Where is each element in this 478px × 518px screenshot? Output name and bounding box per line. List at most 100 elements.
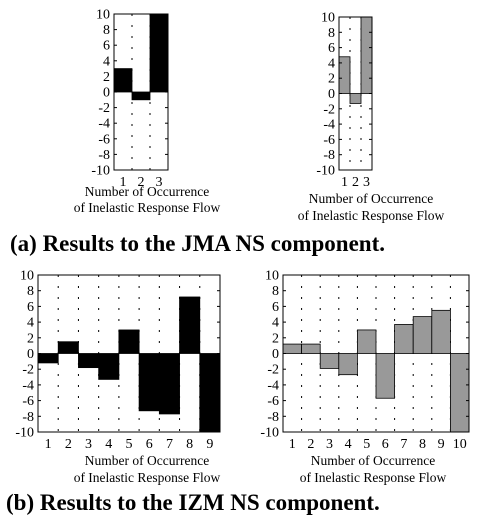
bar xyxy=(131,91,151,101)
y-tick-label: -8 xyxy=(323,148,335,163)
y-tick-label: 4 xyxy=(27,316,34,331)
x-tick-label: 7 xyxy=(400,437,407,452)
y-tick-label: 10 xyxy=(265,269,279,284)
x-tick-label: 2 xyxy=(65,437,72,452)
y-tick-label: 2 xyxy=(328,72,335,87)
y-tick-label: 0 xyxy=(27,347,34,362)
y-tick-label: 8 xyxy=(328,26,335,41)
y-tick-label: -10 xyxy=(260,426,279,441)
x-tick-label: 2 xyxy=(307,437,314,452)
bar xyxy=(356,329,377,354)
y-tick-label: -6 xyxy=(98,132,110,147)
caption-b: (b) Results to the IZM NS component. xyxy=(6,490,380,515)
y-tick-label: -10 xyxy=(91,164,110,179)
x-tick-label: 8 xyxy=(186,437,193,452)
bar xyxy=(57,341,79,354)
y-tick-label: -2 xyxy=(98,101,110,116)
bar xyxy=(394,324,414,354)
x-tick-label: 6 xyxy=(146,437,153,452)
bar xyxy=(319,353,340,369)
y-tick-label: -4 xyxy=(267,378,279,393)
y-tick-label: -8 xyxy=(267,410,279,425)
bar xyxy=(449,353,470,433)
y-tick-label: -2 xyxy=(267,363,279,378)
y-tick-label: -4 xyxy=(323,118,335,133)
bar xyxy=(360,16,373,94)
y-tick-label: -4 xyxy=(98,117,110,132)
x-tick-label: 4 xyxy=(345,437,352,452)
x-axis-label: of Inelastic Response Flow xyxy=(74,200,221,215)
y-tick-label: 0 xyxy=(272,347,279,362)
x-axis-label: Number of Occurrence xyxy=(85,453,209,468)
bar xyxy=(412,316,433,354)
x-tick-label: 6 xyxy=(382,437,389,452)
bar xyxy=(113,68,133,93)
y-tick-label: 6 xyxy=(27,300,34,315)
x-tick-label: 1 xyxy=(45,437,52,452)
x-tick-label: 8 xyxy=(419,437,426,452)
y-tick-label: 10 xyxy=(20,269,34,284)
y-tick-label: 4 xyxy=(328,56,335,71)
bar xyxy=(78,353,100,369)
x-axis-label: of Inelastic Response Flow xyxy=(298,208,445,223)
x-tick-label: 5 xyxy=(363,437,370,452)
y-tick-label: 0 xyxy=(328,87,335,102)
bar xyxy=(282,343,303,354)
x-axis-label: of Inelastic Response Flow xyxy=(300,470,447,485)
bar xyxy=(338,353,358,376)
x-tick-label: 9 xyxy=(438,437,445,452)
bar xyxy=(179,296,201,354)
y-tick-label: 0 xyxy=(103,86,110,101)
y-tick-label: 8 xyxy=(103,23,110,38)
x-tick-label: 2 xyxy=(138,175,145,190)
x-axis-label: Number of Occurrence xyxy=(85,184,209,199)
y-tick-label: 6 xyxy=(328,41,335,56)
x-axis-label: of Inelastic Response Flow xyxy=(74,470,221,485)
y-tick-label: -10 xyxy=(316,164,335,179)
x-tick-label: 2 xyxy=(352,175,359,190)
y-tick-label: 10 xyxy=(96,8,110,23)
x-tick-label: 3 xyxy=(363,175,370,190)
y-tick-label: 8 xyxy=(27,284,34,299)
y-tick-label: -2 xyxy=(22,363,34,378)
bar xyxy=(149,13,169,93)
bar xyxy=(138,353,160,412)
bar xyxy=(118,329,140,354)
x-tick-label: 9 xyxy=(206,437,213,452)
bar xyxy=(98,353,120,380)
y-tick-label: 4 xyxy=(103,54,110,69)
y-tick-label: 10 xyxy=(321,11,335,26)
y-tick-label: -6 xyxy=(267,394,279,409)
x-tick-label: 7 xyxy=(166,437,173,452)
y-tick-label: -8 xyxy=(98,148,110,163)
x-tick-label: 1 xyxy=(120,175,127,190)
y-tick-label: -2 xyxy=(323,102,335,117)
x-tick-label: 5 xyxy=(126,437,133,452)
x-axis-label: Number of Occurrence xyxy=(309,191,433,206)
y-tick-label: 4 xyxy=(272,316,279,331)
y-tick-label: 6 xyxy=(272,300,279,315)
y-tick-label: -4 xyxy=(22,378,34,393)
y-tick-label: -6 xyxy=(323,133,335,148)
x-tick-label: 1 xyxy=(289,437,296,452)
y-tick-label: -10 xyxy=(15,426,34,441)
bar xyxy=(349,93,362,104)
caption-a: (a) Results to the JMA NS component. xyxy=(10,231,386,256)
bar xyxy=(301,343,321,354)
y-tick-label: -6 xyxy=(22,394,34,409)
x-tick-label: 10 xyxy=(453,437,467,452)
x-tick-label: 4 xyxy=(105,437,112,452)
bar xyxy=(375,353,396,399)
bar xyxy=(199,353,221,433)
x-tick-label: 3 xyxy=(85,437,92,452)
y-tick-label: 2 xyxy=(103,70,110,85)
y-tick-label: 6 xyxy=(103,39,110,54)
y-tick-label: 8 xyxy=(272,284,279,299)
y-tick-label: 2 xyxy=(27,331,34,346)
y-tick-label: 2 xyxy=(272,331,279,346)
